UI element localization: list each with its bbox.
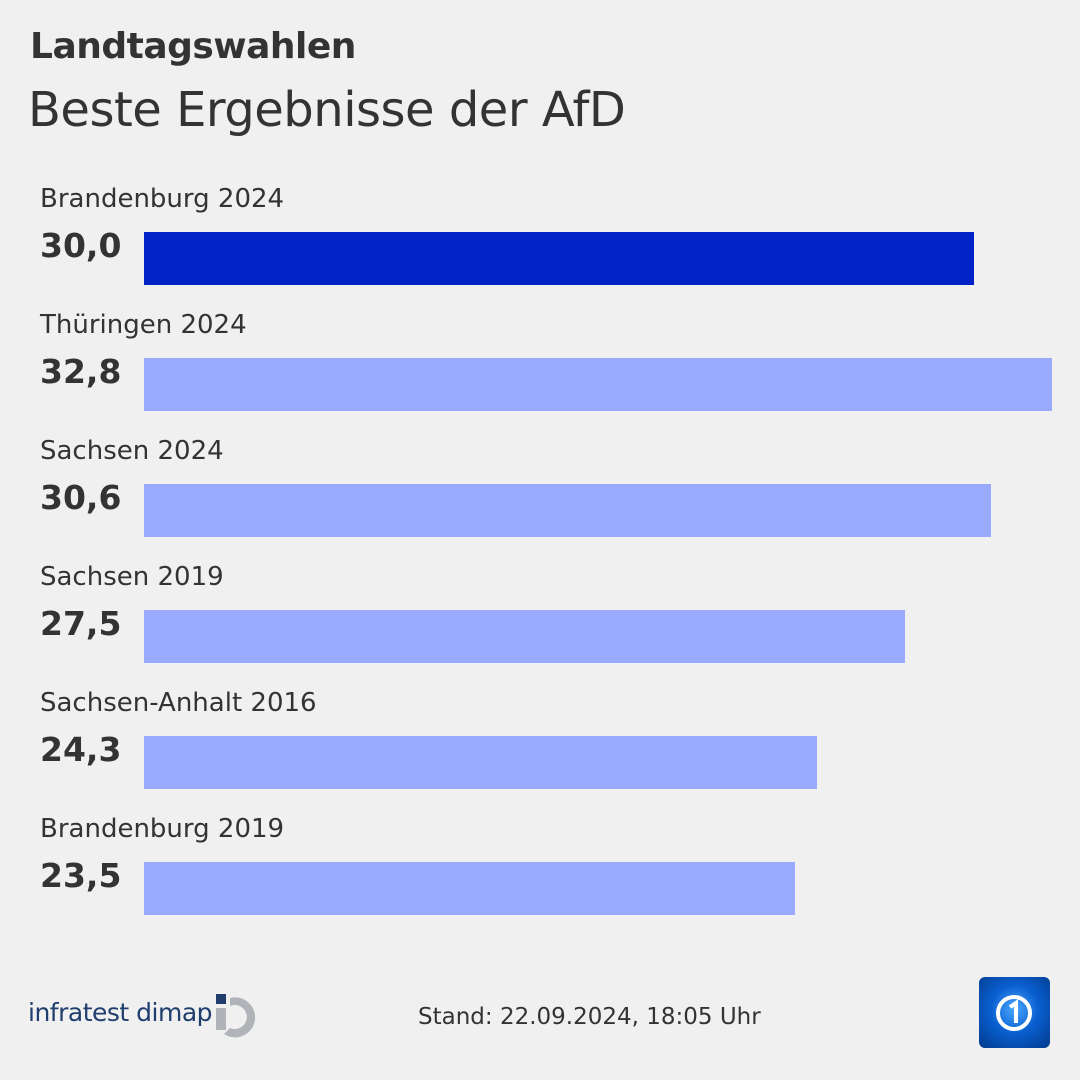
- bar-row: Sachsen 2024 30,6: [0, 436, 1080, 562]
- bar-row: Brandenburg 2024 30,0: [0, 184, 1080, 310]
- infratest-dimap-logo: infratest dimap: [28, 994, 256, 1038]
- value-label: 30,6: [40, 478, 122, 517]
- bar-row: Brandenburg 2019 23,5: [0, 814, 1080, 940]
- chart-kicker: Landtagswahlen: [30, 26, 356, 67]
- category-label: Brandenburg 2024: [40, 184, 285, 214]
- brand-text: infratest dimap: [28, 998, 213, 1027]
- bar: [144, 610, 906, 663]
- value-label: 27,5: [40, 604, 122, 643]
- bar: [144, 484, 992, 537]
- infratest-dimap-icon: [216, 994, 256, 1038]
- timestamp: Stand: 22.09.2024, 18:05 Uhr: [418, 1004, 761, 1030]
- bar-row: Sachsen 2019 27,5: [0, 562, 1080, 688]
- bar: [144, 736, 817, 789]
- bar-row: Sachsen-Anhalt 2016 24,3: [0, 688, 1080, 814]
- chart-title: Beste Ergebnisse der AfD: [28, 82, 626, 138]
- value-label: 24,3: [40, 730, 122, 769]
- bar-row: Thüringen 2024 32,8: [0, 310, 1080, 436]
- tagesschau-logo-icon: [979, 977, 1050, 1048]
- value-label: 30,0: [40, 226, 122, 265]
- category-label: Brandenburg 2019: [40, 814, 285, 844]
- bar: [144, 232, 975, 285]
- category-label: Sachsen 2024: [40, 436, 224, 466]
- value-label: 32,8: [40, 352, 122, 391]
- bar: [144, 358, 1052, 411]
- value-label: 23,5: [40, 856, 122, 895]
- category-label: Sachsen 2019: [40, 562, 224, 592]
- bar: [144, 862, 795, 915]
- category-label: Sachsen-Anhalt 2016: [40, 688, 317, 718]
- category-label: Thüringen 2024: [40, 310, 247, 340]
